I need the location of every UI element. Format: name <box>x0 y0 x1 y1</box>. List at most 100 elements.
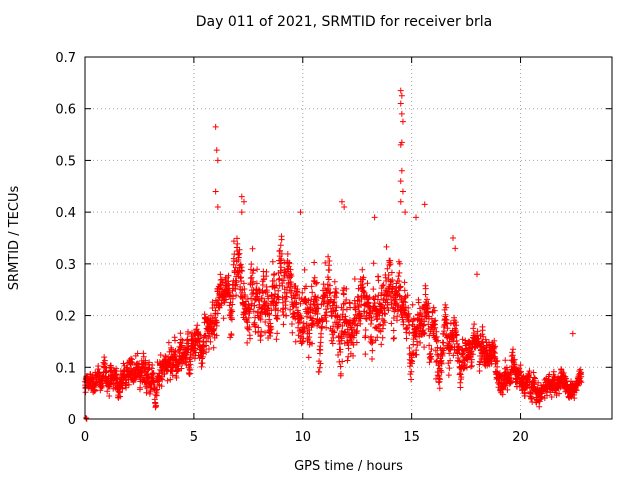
data-point <box>373 324 380 331</box>
data-point <box>469 351 476 358</box>
data-point <box>104 388 111 395</box>
data-point <box>263 268 270 275</box>
data-point <box>399 188 406 195</box>
data-point <box>491 344 498 351</box>
data-point <box>225 282 232 289</box>
data-point <box>476 368 483 375</box>
x-tick-label: 10 <box>294 430 311 445</box>
data-point <box>417 339 424 346</box>
data-point <box>398 139 405 146</box>
data-point <box>255 286 262 293</box>
data-point <box>226 292 233 299</box>
data-point <box>433 328 440 335</box>
data-point <box>331 298 338 305</box>
data-point <box>403 326 410 333</box>
y-tick-label: 0.7 <box>55 51 76 66</box>
data-point <box>310 319 317 326</box>
data-point <box>327 296 334 303</box>
data-point <box>254 293 261 300</box>
data-point <box>369 347 376 354</box>
data-point <box>404 292 411 299</box>
data-point <box>461 360 468 367</box>
data-point <box>83 414 90 421</box>
data-point <box>516 365 523 372</box>
data-point <box>360 274 367 281</box>
data-point <box>397 141 404 148</box>
data-point <box>187 370 194 377</box>
data-point <box>531 381 538 388</box>
data-point <box>153 392 160 399</box>
data-point <box>339 323 346 330</box>
data-point <box>268 326 275 333</box>
data-point <box>146 359 153 366</box>
data-point <box>440 330 447 337</box>
data-point <box>314 301 321 308</box>
data-point <box>377 301 384 308</box>
data-point <box>396 292 403 299</box>
data-point <box>430 304 437 311</box>
data-point <box>335 321 342 328</box>
data-point <box>348 339 355 346</box>
data-point <box>279 294 286 301</box>
data-point <box>292 283 299 290</box>
data-point <box>277 247 284 254</box>
data-point <box>510 346 517 353</box>
data-point <box>492 343 499 350</box>
data-point <box>324 302 331 309</box>
data-point <box>381 319 388 326</box>
data-point <box>228 332 235 339</box>
data-point <box>339 358 346 365</box>
data-point <box>317 339 324 346</box>
data-point <box>256 301 263 308</box>
data-point <box>443 304 450 311</box>
data-point <box>297 209 304 216</box>
data-point <box>517 368 524 375</box>
data-point <box>456 358 463 365</box>
data-point <box>271 295 278 302</box>
data-point <box>249 281 256 288</box>
data-point <box>504 386 511 393</box>
data-point <box>333 290 340 297</box>
data-point <box>427 350 434 357</box>
data-point <box>339 328 346 335</box>
data-point <box>435 337 442 344</box>
data-point <box>503 364 510 371</box>
data-point <box>390 315 397 322</box>
data-point <box>502 357 509 364</box>
data-points <box>82 87 585 422</box>
data-point <box>255 324 262 331</box>
data-point <box>383 243 390 250</box>
data-point <box>275 296 282 303</box>
data-point <box>335 352 342 359</box>
data-point <box>440 339 447 346</box>
data-point <box>311 302 318 309</box>
data-point <box>229 301 236 308</box>
data-point <box>340 301 347 308</box>
data-point <box>457 370 464 377</box>
data-point <box>102 369 109 376</box>
data-point <box>530 369 537 376</box>
y-tick-label: 0.6 <box>55 103 76 118</box>
data-point <box>372 337 379 344</box>
data-point <box>294 307 301 314</box>
data-point <box>101 357 108 364</box>
data-point <box>463 364 470 371</box>
data-point <box>214 157 221 164</box>
data-point <box>249 245 256 252</box>
data-point <box>213 319 220 326</box>
data-point <box>298 315 305 322</box>
data-point <box>119 385 126 392</box>
data-point <box>165 339 172 346</box>
data-point <box>128 358 135 365</box>
data-point <box>452 319 459 326</box>
data-point <box>246 324 253 331</box>
data-point <box>362 332 369 339</box>
data-point <box>275 276 282 283</box>
data-point <box>143 384 150 391</box>
data-point <box>288 321 295 328</box>
data-point <box>140 353 147 360</box>
data-point <box>247 266 254 273</box>
y-tick-label: 0.2 <box>55 310 76 325</box>
data-point <box>198 363 205 370</box>
data-point <box>468 362 475 369</box>
